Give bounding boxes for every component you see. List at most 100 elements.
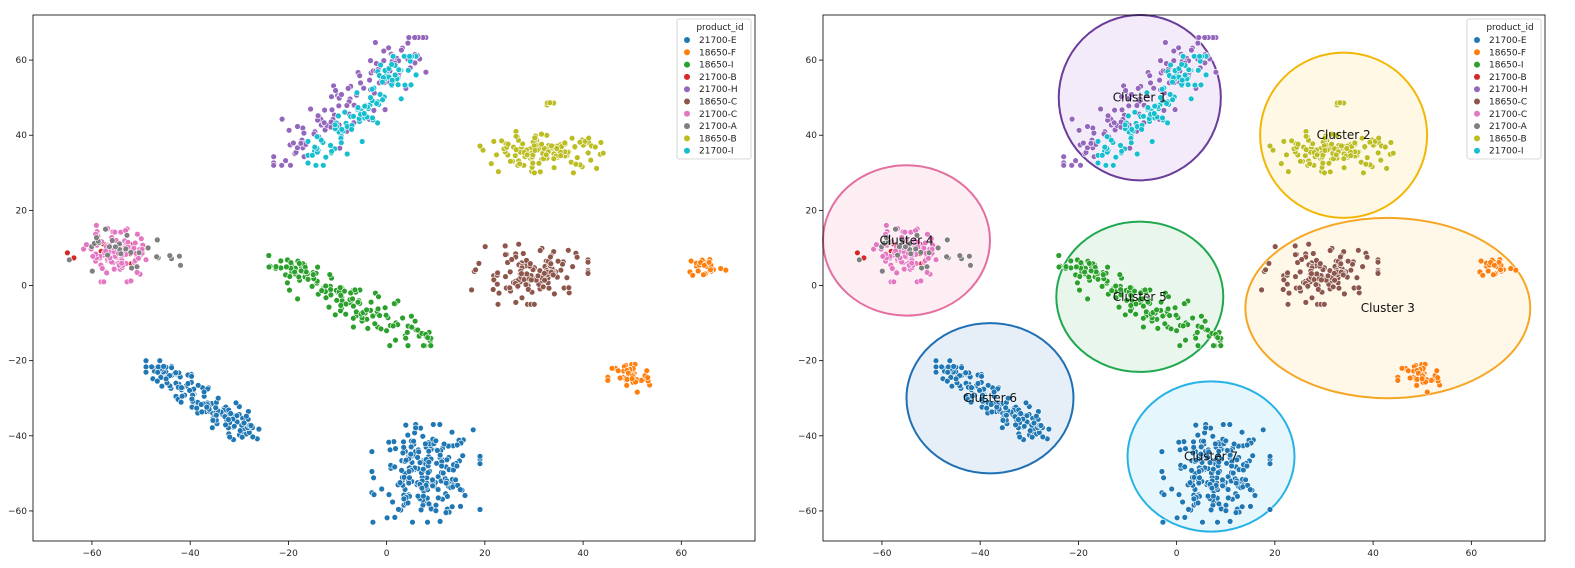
point-21700-e	[195, 382, 202, 389]
point-21700-e	[1214, 469, 1222, 476]
point-21700-i	[1157, 94, 1164, 101]
point-21700-h	[411, 34, 418, 41]
point-18650-c	[559, 261, 566, 268]
point-21700-a	[944, 236, 951, 244]
y-tick-label: 60	[806, 56, 818, 66]
point-21700-e	[402, 457, 410, 464]
point-18650-c	[1284, 301, 1292, 308]
point-21700-e	[383, 514, 391, 521]
point-18650-c	[1292, 273, 1299, 280]
point-18650-i	[1171, 304, 1179, 311]
point-18650-b	[1338, 142, 1345, 150]
point-21700-i	[328, 148, 335, 155]
point-21700-e	[938, 363, 945, 370]
point-21700-e	[160, 363, 167, 370]
point-18650-c	[545, 285, 553, 292]
point-18650-b	[543, 132, 550, 139]
point-18650-i	[383, 327, 390, 334]
point-21700-i	[379, 96, 386, 103]
point-18650-c	[1296, 284, 1303, 291]
point-18650-f	[1495, 259, 1503, 266]
point-18650-i	[1112, 294, 1120, 301]
point-21700-e	[1232, 509, 1240, 516]
point-21700-e	[967, 399, 975, 406]
point-21700-h	[1128, 91, 1135, 98]
point-21700-e	[188, 395, 196, 403]
point-18650-c	[512, 299, 519, 306]
point-18650-b	[512, 152, 519, 159]
point-21700-a	[883, 234, 890, 241]
point-21700-h	[1160, 107, 1168, 114]
point-21700-i	[322, 154, 329, 161]
legend-entry-18650-f: 18650-F	[1489, 48, 1526, 58]
point-18650-i	[375, 293, 382, 300]
point-18650-c	[518, 294, 526, 301]
point-18650-i	[351, 286, 359, 294]
cluster-label-4: Cluster 4	[879, 233, 933, 247]
point-18650-b	[1375, 134, 1382, 142]
point-18650-b	[1382, 143, 1389, 151]
point-21700-e	[198, 401, 205, 408]
point-21700-e	[1175, 491, 1183, 498]
point-18650-b	[1360, 169, 1367, 177]
point-21700-i	[1163, 100, 1170, 107]
point-18650-i	[337, 302, 344, 309]
point-21700-i	[379, 78, 386, 86]
point-18650-f	[628, 375, 636, 382]
point-21700-c	[127, 277, 135, 285]
point-21700-i	[350, 113, 357, 120]
point-18650-b	[498, 137, 505, 145]
point-21700-a	[127, 249, 135, 256]
point-18650-b	[512, 146, 520, 153]
point-21700-e	[976, 387, 983, 394]
point-21700-e	[414, 492, 422, 500]
point-21700-e	[369, 518, 377, 526]
point-18650-c	[536, 247, 544, 254]
point-18650-c	[514, 283, 521, 290]
point-21700-c	[879, 253, 886, 260]
point-18650-i	[310, 271, 317, 278]
point-21700-b	[64, 249, 71, 257]
point-21700-e	[987, 401, 995, 408]
legend-marker-21700-a	[684, 123, 690, 130]
point-18650-c	[549, 271, 557, 279]
point-21700-i	[1169, 96, 1176, 103]
point-21700-e	[944, 369, 951, 376]
point-21700-e	[1219, 476, 1226, 484]
point-21700-e	[226, 433, 233, 441]
point-18650-c	[1271, 243, 1279, 250]
x-tick-label: 20	[1269, 549, 1281, 559]
point-21700-h	[285, 127, 293, 134]
x-tick-label: −60	[872, 549, 891, 559]
y-tick-label: −40	[8, 432, 27, 442]
point-21700-e	[395, 506, 402, 513]
point-21700-e	[162, 375, 170, 383]
point-21700-i	[1185, 66, 1193, 73]
point-21700-h	[345, 85, 352, 92]
point-18650-c	[534, 272, 542, 279]
chart-panel-2: −60 −40 −20 0 20 40 60 −60 −40 −20 0 20 40 60 Cluster …	[798, 14, 1546, 559]
point-18650-b	[550, 164, 558, 171]
point-18650-c	[1302, 299, 1310, 306]
point-18650-c	[502, 273, 509, 280]
point-18650-c	[1318, 276, 1325, 284]
point-18650-b	[587, 157, 594, 164]
point-21700-i	[376, 91, 384, 98]
point-21700-i	[1184, 81, 1192, 88]
point-18650-c	[1355, 247, 1362, 254]
point-21700-i	[389, 53, 397, 60]
point-18650-b	[599, 150, 607, 157]
point-18650-c	[494, 269, 501, 276]
point-21700-i	[1144, 104, 1152, 111]
point-21700-i	[335, 112, 342, 120]
point-21700-h	[1075, 127, 1083, 134]
point-21700-e	[1243, 441, 1251, 449]
point-21700-h	[1104, 112, 1112, 119]
point-21700-e	[1266, 460, 1274, 467]
x-tick-label: 0	[1174, 549, 1180, 559]
point-21700-h	[270, 162, 277, 169]
point-18650-b	[593, 165, 600, 172]
point-21700-i	[304, 138, 312, 145]
point-21700-e	[399, 449, 407, 457]
point-21700-h	[1060, 153, 1067, 160]
